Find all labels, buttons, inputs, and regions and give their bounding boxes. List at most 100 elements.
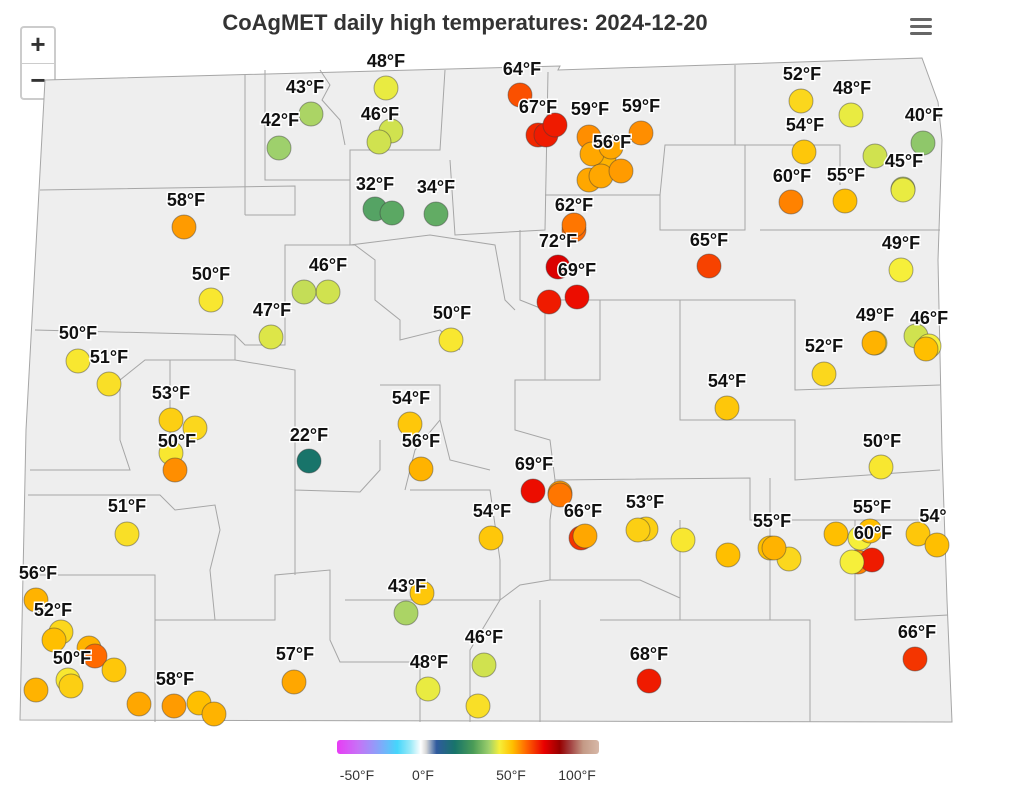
station-temperature-label: 66°F [564,501,602,521]
station-marker[interactable] [545,254,571,280]
station-marker[interactable] [625,517,651,543]
station-marker[interactable] [409,580,435,606]
station-marker[interactable] [924,532,950,558]
station-marker[interactable] [572,523,598,549]
station-marker[interactable] [408,456,434,482]
station-temperature-label: 51°F [90,347,128,367]
station-marker[interactable] [857,518,883,544]
station-temperature-label: 72°F [539,231,577,251]
station-marker[interactable] [608,158,634,184]
station-marker[interactable] [171,214,197,240]
station-temperature-label: 68°F [630,644,668,664]
station-marker[interactable] [832,188,858,214]
station-temperature-label: 54°F [708,371,746,391]
station-marker[interactable] [636,668,662,694]
station-marker[interactable] [507,82,533,108]
station-marker[interactable] [161,693,187,719]
zoom-out-button[interactable]: − [30,65,46,95]
station-marker[interactable] [438,327,464,353]
station-marker[interactable] [670,527,696,553]
station-marker[interactable] [23,677,49,703]
zoom-in-button[interactable]: + [22,28,54,64]
station-temperature-label: 49°F [882,233,920,253]
station-marker[interactable] [379,200,405,226]
station-marker[interactable] [201,701,227,727]
station-marker[interactable] [23,587,49,613]
station-marker[interactable] [281,669,307,695]
station-marker[interactable] [520,478,546,504]
station-marker[interactable] [862,143,888,169]
station-marker[interactable] [778,189,804,215]
station-temperature-label: 50°F [433,303,471,323]
station-marker[interactable] [598,134,624,160]
station-marker[interactable] [266,135,292,161]
station-marker[interactable] [397,411,423,437]
station-marker[interactable] [478,525,504,551]
station-marker[interactable] [536,289,562,315]
hamburger-menu-icon[interactable] [904,14,938,42]
station-marker[interactable] [162,457,188,483]
station-marker[interactable] [366,129,392,155]
station-marker[interactable] [393,600,419,626]
station-marker[interactable] [291,279,317,305]
station-marker[interactable] [101,657,127,683]
station-marker[interactable] [58,673,84,699]
station-marker[interactable] [791,139,817,165]
station-marker[interactable] [838,102,864,128]
station-temperature-label: 50°F [192,264,230,284]
station-marker[interactable] [811,361,837,387]
station-marker[interactable] [373,75,399,101]
station-marker[interactable] [715,542,741,568]
legend-tick-label: 50°F [496,767,526,783]
station-marker[interactable] [913,336,939,362]
station-marker[interactable] [823,521,849,547]
station-temperature-label: 48°F [367,51,405,71]
station-marker[interactable] [114,521,140,547]
station-marker[interactable] [96,371,122,397]
station-marker[interactable] [471,652,497,678]
station-marker[interactable] [415,676,441,702]
station-marker[interactable] [561,212,587,238]
station-marker[interactable] [564,284,590,310]
station-marker[interactable] [761,535,787,561]
station-marker[interactable] [41,627,67,653]
station-marker[interactable] [868,454,894,480]
station-marker[interactable] [423,201,449,227]
station-temperature-label: 62°F [555,195,593,215]
station-marker[interactable] [182,415,208,441]
station-temperature-label: 22°F [290,425,328,445]
station-marker[interactable] [465,693,491,719]
station-temperature-label: 48°F [410,652,448,672]
station-marker[interactable] [158,407,184,433]
station-marker[interactable] [714,395,740,421]
station-temperature-label: 54°F [786,115,824,135]
station-marker[interactable] [547,482,573,508]
station-marker[interactable] [888,257,914,283]
station-marker[interactable] [298,101,324,127]
station-marker[interactable] [126,691,152,717]
station-marker[interactable] [910,130,936,156]
station-marker[interactable] [861,330,887,356]
station-marker[interactable] [902,646,928,672]
station-temperature-label: 51°F [108,496,146,516]
station-marker[interactable] [788,88,814,114]
station-marker[interactable] [198,287,224,313]
station-temperature-label: 57°F [276,644,314,664]
station-marker[interactable] [296,448,322,474]
station-temperature-label: 53°F [152,383,190,403]
station-marker[interactable] [839,549,865,575]
station-marker[interactable] [258,324,284,350]
station-marker[interactable] [315,279,341,305]
station-marker[interactable] [82,643,108,669]
station-temperature-label: 54°F [473,501,511,521]
station-marker[interactable] [65,348,91,374]
station-marker[interactable] [628,120,654,146]
station-temperature-label: 48°F [833,78,871,98]
station-marker[interactable] [542,112,568,138]
station-marker[interactable] [696,253,722,279]
station-marker[interactable] [890,177,916,203]
station-temperature-label: 50°F [53,648,91,668]
station-marker[interactable] [905,521,931,547]
station-temperature-label: 45°F [885,151,923,171]
